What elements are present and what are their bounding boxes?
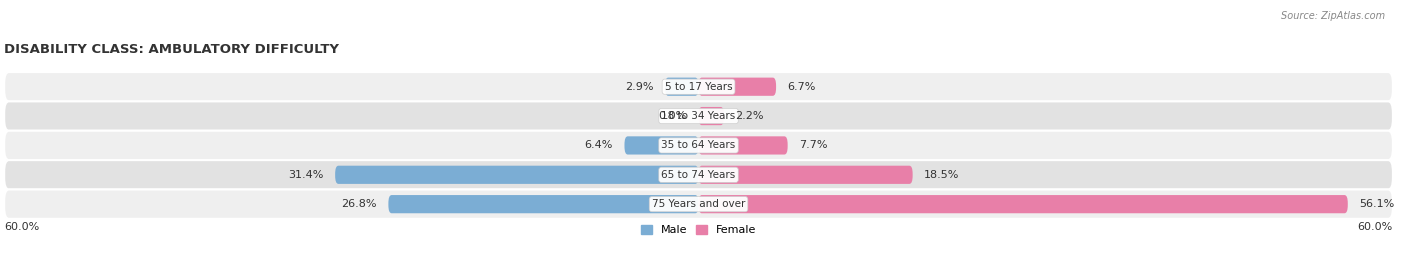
Text: 5 to 17 Years: 5 to 17 Years — [665, 82, 733, 92]
FancyBboxPatch shape — [4, 131, 1393, 160]
FancyBboxPatch shape — [699, 78, 776, 96]
FancyBboxPatch shape — [388, 195, 699, 213]
Text: 2.2%: 2.2% — [735, 111, 763, 121]
Text: 6.7%: 6.7% — [787, 82, 815, 92]
FancyBboxPatch shape — [335, 166, 699, 184]
FancyBboxPatch shape — [699, 136, 787, 155]
Text: 60.0%: 60.0% — [4, 222, 39, 232]
FancyBboxPatch shape — [4, 101, 1393, 131]
Text: 2.9%: 2.9% — [624, 82, 654, 92]
FancyBboxPatch shape — [624, 136, 699, 155]
Text: DISABILITY CLASS: AMBULATORY DIFFICULTY: DISABILITY CLASS: AMBULATORY DIFFICULTY — [4, 43, 339, 56]
FancyBboxPatch shape — [665, 78, 699, 96]
Text: 7.7%: 7.7% — [799, 140, 828, 150]
Text: 6.4%: 6.4% — [585, 140, 613, 150]
Text: Source: ZipAtlas.com: Source: ZipAtlas.com — [1281, 11, 1385, 21]
Text: 60.0%: 60.0% — [1358, 222, 1393, 232]
Text: 56.1%: 56.1% — [1360, 199, 1395, 209]
Text: 75 Years and over: 75 Years and over — [652, 199, 745, 209]
Text: 26.8%: 26.8% — [342, 199, 377, 209]
Legend: Male, Female: Male, Female — [637, 220, 761, 240]
FancyBboxPatch shape — [699, 107, 724, 125]
FancyBboxPatch shape — [4, 160, 1393, 189]
Text: 0.0%: 0.0% — [659, 111, 688, 121]
Text: 18.5%: 18.5% — [924, 170, 959, 180]
FancyBboxPatch shape — [4, 189, 1393, 219]
FancyBboxPatch shape — [4, 72, 1393, 101]
FancyBboxPatch shape — [699, 166, 912, 184]
Text: 35 to 64 Years: 35 to 64 Years — [661, 140, 735, 150]
Text: 18 to 34 Years: 18 to 34 Years — [661, 111, 735, 121]
Text: 31.4%: 31.4% — [288, 170, 323, 180]
Text: 65 to 74 Years: 65 to 74 Years — [661, 170, 735, 180]
FancyBboxPatch shape — [699, 195, 1348, 213]
